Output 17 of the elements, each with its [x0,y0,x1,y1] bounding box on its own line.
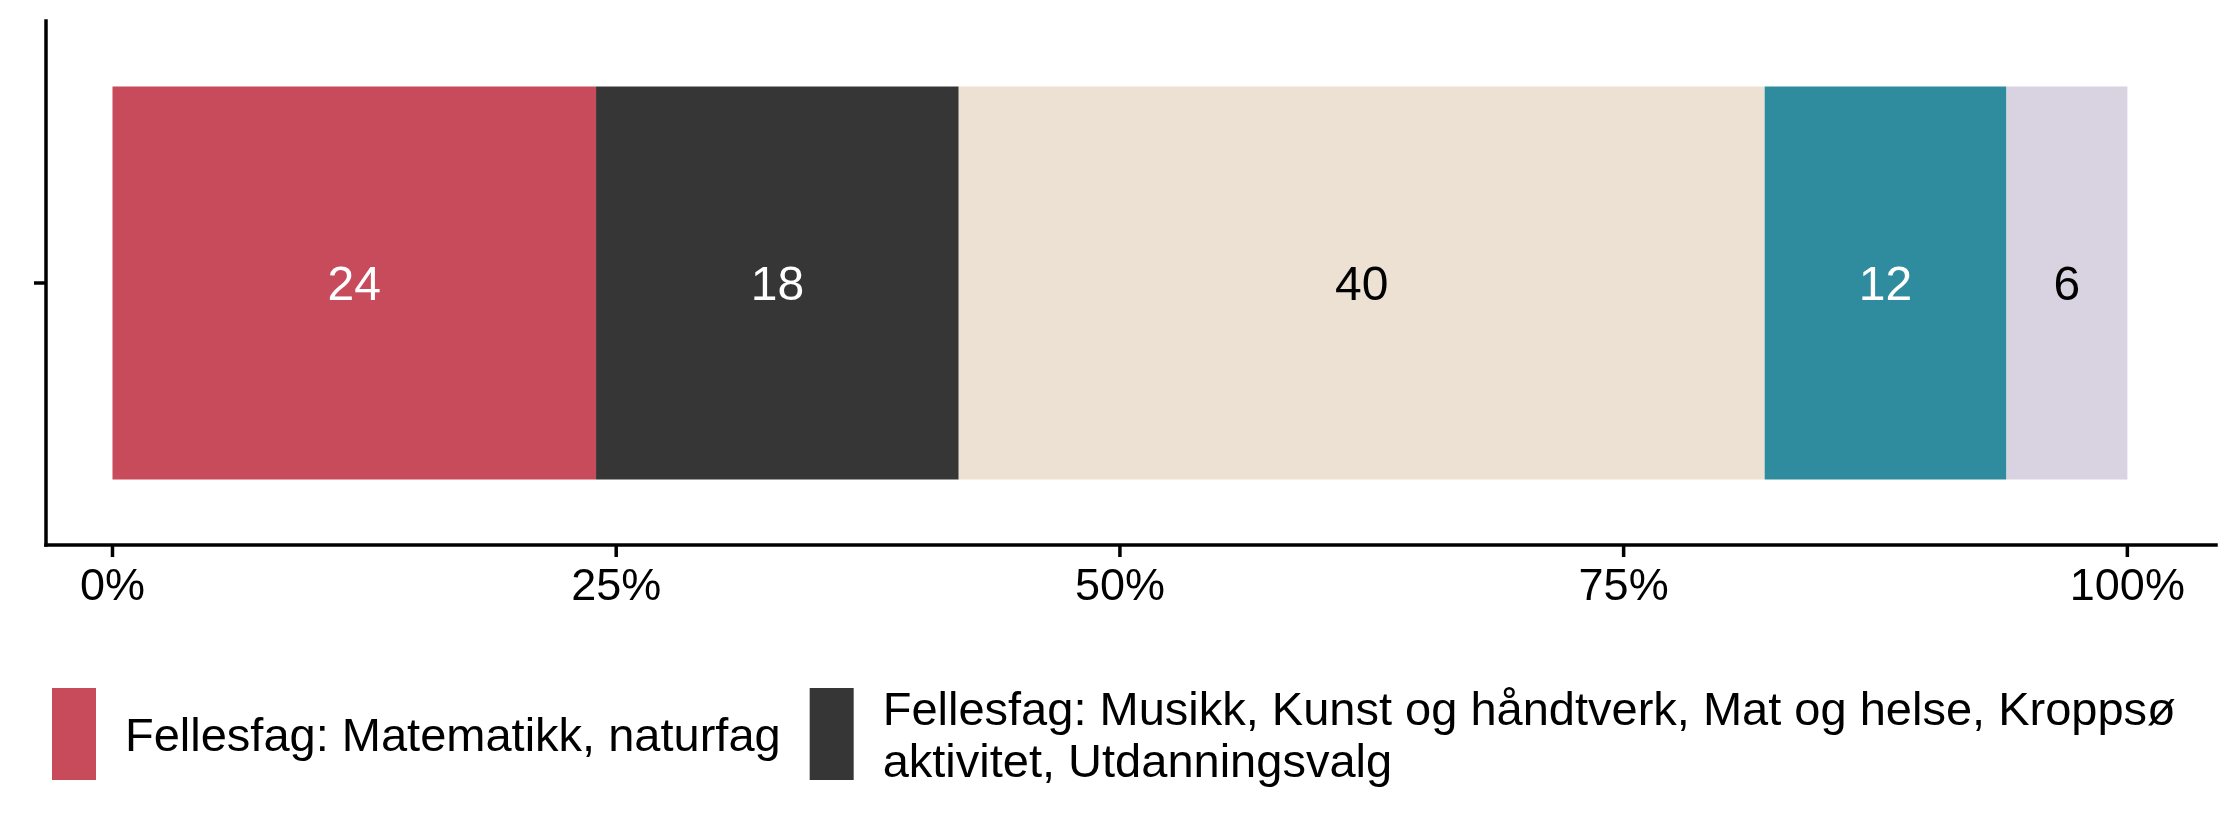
legend-label: Fellesfag: Musikk, Kunst og håndtverk, Mat og helse, Kroppsø aktivitet, Utdanningsvalg [882,682,2176,787]
x-tick-label: 75% [1578,559,1669,610]
legend-label: Fellesfag: Matematikk, naturfag [125,708,781,761]
data-label: 12 [1858,257,1913,310]
bar [112,86,597,480]
bar [1764,86,2007,480]
data-label: 18 [750,257,805,310]
bar [958,86,1765,480]
data-label: 40 [1335,257,1389,310]
x-tick-label: 50% [1074,559,1165,610]
x-tick-label: 0% [79,559,146,610]
x-tick-label: 100% [2069,559,2185,610]
x-tick-label: 25% [571,559,662,610]
data-label: 6 [2053,257,2081,310]
data-label: 24 [327,257,381,310]
bar [2006,86,2128,480]
bar [596,86,959,480]
